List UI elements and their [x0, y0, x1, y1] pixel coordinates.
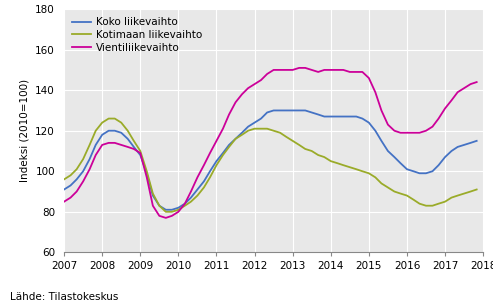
Text: Lähde: Tilastokeskus: Lähde: Tilastokeskus [10, 292, 118, 302]
Koko liikevaihto [245, 125, 251, 129]
Vientiliikevaihto [163, 216, 169, 220]
Legend: Koko liikevaihto, Kotimaan liikevaihto, Vientiliikevaihto: Koko liikevaihto, Kotimaan liikevaihto, … [70, 14, 206, 56]
Kotimaan liikevaihto [93, 129, 99, 133]
Line: Koko liikevaihto: Koko liikevaihto [64, 110, 477, 210]
Koko liikevaihto [251, 121, 257, 124]
Kotimaan liikevaihto [258, 127, 264, 130]
Kotimaan liikevaihto [397, 192, 403, 195]
Kotimaan liikevaihto [474, 188, 480, 191]
Kotimaan liikevaihto [251, 127, 257, 130]
Vientiliikevaihto [61, 200, 67, 203]
Kotimaan liikevaihto [106, 117, 111, 120]
Kotimaan liikevaihto [163, 210, 169, 214]
Koko liikevaihto [271, 109, 277, 112]
Vientiliikevaihto [296, 66, 302, 70]
Vientiliikevaihto [169, 214, 175, 218]
Y-axis label: Indeksi (2010=100): Indeksi (2010=100) [20, 79, 30, 182]
Vientiliikevaihto [474, 80, 480, 84]
Vientiliikevaihto [93, 153, 99, 157]
Line: Kotimaan liikevaihto: Kotimaan liikevaihto [64, 119, 477, 212]
Vientiliikevaihto [251, 82, 257, 86]
Koko liikevaihto [169, 208, 175, 212]
Koko liikevaihto [93, 143, 99, 147]
Vientiliikevaihto [194, 175, 200, 179]
Vientiliikevaihto [397, 131, 403, 135]
Koko liikevaihto [194, 188, 200, 191]
Koko liikevaihto [397, 161, 403, 165]
Line: Vientiliikevaihto: Vientiliikevaihto [64, 68, 477, 218]
Koko liikevaihto [474, 139, 480, 143]
Vientiliikevaihto [245, 86, 251, 90]
Koko liikevaihto [163, 208, 169, 212]
Kotimaan liikevaihto [176, 208, 181, 212]
Koko liikevaihto [61, 188, 67, 191]
Kotimaan liikevaihto [61, 178, 67, 181]
Kotimaan liikevaihto [201, 186, 207, 189]
